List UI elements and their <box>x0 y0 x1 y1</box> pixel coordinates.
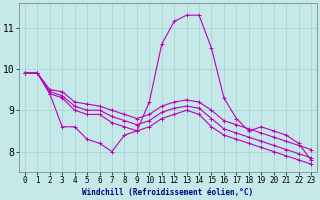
X-axis label: Windchill (Refroidissement éolien,°C): Windchill (Refroidissement éolien,°C) <box>82 188 253 197</box>
